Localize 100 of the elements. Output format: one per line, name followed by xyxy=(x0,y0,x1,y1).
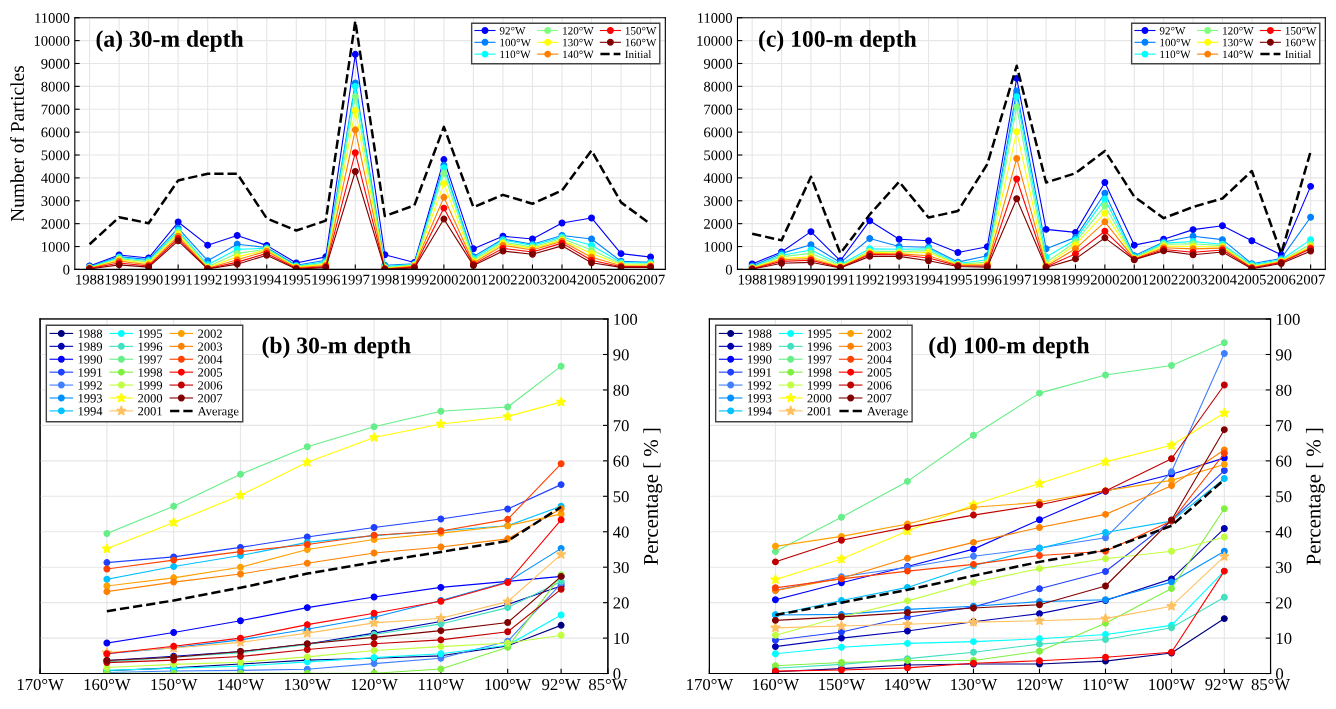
legend-label: 2003 xyxy=(198,342,223,351)
legend-label: 2004 xyxy=(867,355,892,364)
legend-label: 1999 xyxy=(138,381,163,390)
chart-title: (a) 30-m depth xyxy=(96,30,244,52)
y-tick-label: 8000 xyxy=(704,81,733,92)
legend-label: 140°W xyxy=(563,50,594,59)
legend-label: 160°W xyxy=(625,38,657,47)
legend-label: 1992 xyxy=(748,381,772,390)
y-tick-label: 5000 xyxy=(704,150,733,161)
y2-tick-label: 30 xyxy=(1276,561,1292,574)
y-tick-label: 5000 xyxy=(41,150,70,161)
y2-tick-label: 70 xyxy=(1276,420,1292,432)
legend-label: 120°W xyxy=(1223,27,1254,35)
y-tick-label: 9000 xyxy=(41,58,70,69)
legend-label: 1994 xyxy=(78,407,103,416)
y-tick-label: 3000 xyxy=(41,196,70,206)
y2-tick-label: 100 xyxy=(614,313,638,325)
legend-label: 1996 xyxy=(138,342,163,351)
y2-tick-label: 60 xyxy=(613,455,629,467)
x-tick-label: 2004 xyxy=(1208,274,1237,285)
y2-tick-label: 100 xyxy=(1276,313,1300,325)
legend-label: 130°W xyxy=(563,38,594,47)
y2-tick-label: 90 xyxy=(613,349,629,361)
x-tick-label: 2005 xyxy=(577,274,606,285)
x-tick-label: 130°W xyxy=(285,678,331,691)
legend-label: 92°W xyxy=(1159,27,1186,35)
y-axis-title: Number of Particles xyxy=(10,65,24,222)
legend-label: 110°W xyxy=(1160,50,1191,59)
y-tick-label: 2000 xyxy=(41,219,70,229)
legend-label: 1993 xyxy=(748,394,772,403)
legend-label: 1997 xyxy=(138,355,163,364)
legend-label: Initial xyxy=(625,50,652,59)
y2-tick-label: 20 xyxy=(613,597,629,609)
x-tick-label: 2003 xyxy=(1179,274,1208,285)
y-tick-label: 7000 xyxy=(704,104,733,115)
y2-tick-label: 30 xyxy=(613,561,629,574)
legend-label: 92°W xyxy=(499,27,526,35)
legend-label: 160°W xyxy=(1285,38,1317,47)
y2-tick-label: 20 xyxy=(1276,597,1292,609)
y2-tick-label: 40 xyxy=(613,526,629,538)
legend-label: 1998 xyxy=(138,368,163,377)
legend-label: 2002 xyxy=(198,329,222,338)
x-tick-label: 1996 xyxy=(312,274,340,285)
x-tick-label: 150°W xyxy=(819,678,866,691)
x-tick-label: 1996 xyxy=(974,274,1002,285)
y-tick-label: 8000 xyxy=(41,81,70,92)
x-tick-label: 1995 xyxy=(282,274,311,285)
legend-label: 1995 xyxy=(808,329,832,338)
x-tick-label: 1998 xyxy=(1032,274,1061,285)
x-tick-label: 2001 xyxy=(1120,274,1148,285)
x-tick-label: 100°W xyxy=(485,678,532,691)
legend-label: 2003 xyxy=(867,342,892,351)
legend-label: 2007 xyxy=(867,394,892,403)
legend-label: 130°W xyxy=(1223,38,1254,47)
y-tick-label: 0 xyxy=(725,264,733,275)
legend-label: 1990 xyxy=(748,355,772,364)
x-tick-label: 2000 xyxy=(429,274,458,285)
x-tick-label: 2002 xyxy=(488,274,517,285)
legend-label: Initial xyxy=(1285,50,1312,59)
legend-label: 110°W xyxy=(500,50,531,59)
legend-label: 2005 xyxy=(198,368,223,377)
x-tick-label: 1999 xyxy=(401,274,429,285)
legend-label: 100°W xyxy=(1160,38,1191,47)
legend-label: 1990 xyxy=(78,355,103,364)
x-tick-label: 2003 xyxy=(518,274,547,285)
y-tick-label: 4000 xyxy=(41,173,70,184)
x-tick-label: 1995 xyxy=(944,274,972,285)
x-tick-label: 1993 xyxy=(885,274,914,285)
y-tick-label: 2000 xyxy=(704,219,733,229)
y2-tick-label: 50 xyxy=(613,491,629,503)
x-tick-label: 110°W xyxy=(1083,678,1129,691)
x-tick-label: 1994 xyxy=(915,274,943,285)
legend-label: 150°W xyxy=(625,27,657,35)
y2-tick-label: 50 xyxy=(1276,491,1292,503)
x-tick-label: 1998 xyxy=(371,274,399,285)
x-tick-label: 92°W xyxy=(1205,678,1244,691)
y-tick-label: 10000 xyxy=(697,35,733,46)
x-tick-label: 1993 xyxy=(223,274,252,285)
x-tick-label: 100°W xyxy=(1149,678,1196,691)
legend-label: 2000 xyxy=(138,394,163,403)
x-tick-label: 2000 xyxy=(1090,274,1119,285)
legend-label: 140°W xyxy=(1223,50,1254,59)
y2-tick-label: 10 xyxy=(614,632,629,645)
y2-tick-label: 80 xyxy=(613,384,629,396)
legend-label: 2001 xyxy=(138,406,162,416)
legend-label: 1989 xyxy=(748,342,772,351)
x-tick-label: 140°W xyxy=(885,678,932,691)
x-tick-label: 170°W xyxy=(687,678,734,691)
x-tick-label: 170°W xyxy=(17,678,64,691)
x-tick-label: 2002 xyxy=(1149,274,1178,285)
legend-label: 1988 xyxy=(748,329,772,338)
y2-axis-title: Percentage [ % ] xyxy=(1305,428,1325,565)
x-tick-label: 2006 xyxy=(607,274,636,285)
legend-label: 2006 xyxy=(867,381,892,390)
y-tick-label: 6000 xyxy=(704,127,733,138)
x-tick-label: 130°W xyxy=(951,678,998,691)
legend-label: 100°W xyxy=(500,38,531,47)
legend-label: 1991 xyxy=(748,368,772,377)
legend-label: Average xyxy=(197,407,239,418)
legend-label: 2006 xyxy=(198,381,223,390)
